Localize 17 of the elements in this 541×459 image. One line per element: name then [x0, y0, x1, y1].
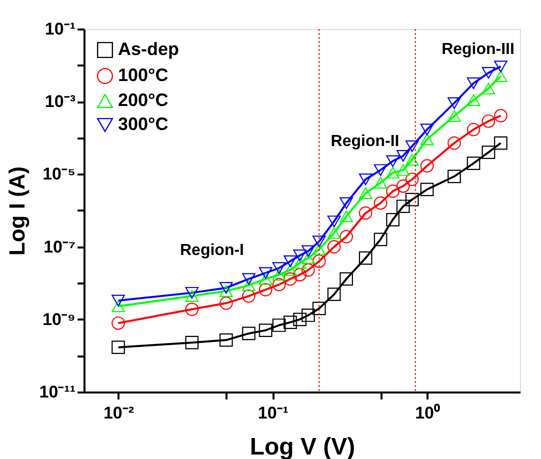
- legend-label: 200°C: [118, 90, 168, 110]
- y-tick-label: 10⁻¹: [44, 20, 76, 38]
- y-axis-title: Log I (A): [4, 166, 30, 256]
- y-tick-label: 10⁻⁹: [42, 310, 76, 329]
- x-tick-label: 10⁻¹: [258, 404, 289, 422]
- legend-label: As-dep: [118, 39, 180, 59]
- annotation: Region-II: [330, 133, 400, 150]
- legend-label: 300°C: [118, 114, 168, 134]
- x-tick-label: 10⁰: [415, 404, 440, 422]
- annotation: Region-I: [180, 242, 244, 259]
- y-tick-label: 10⁻⁵: [42, 164, 76, 184]
- annotation: Region-III: [442, 41, 514, 58]
- y-tick-label: 10⁻¹¹: [39, 382, 76, 402]
- x-tick-label: 10⁻²: [103, 404, 134, 422]
- y-tick-label: 10⁻³: [44, 92, 76, 112]
- y-tick-label: 10⁻⁷: [44, 237, 76, 256]
- legend-label: 100°C: [118, 65, 168, 85]
